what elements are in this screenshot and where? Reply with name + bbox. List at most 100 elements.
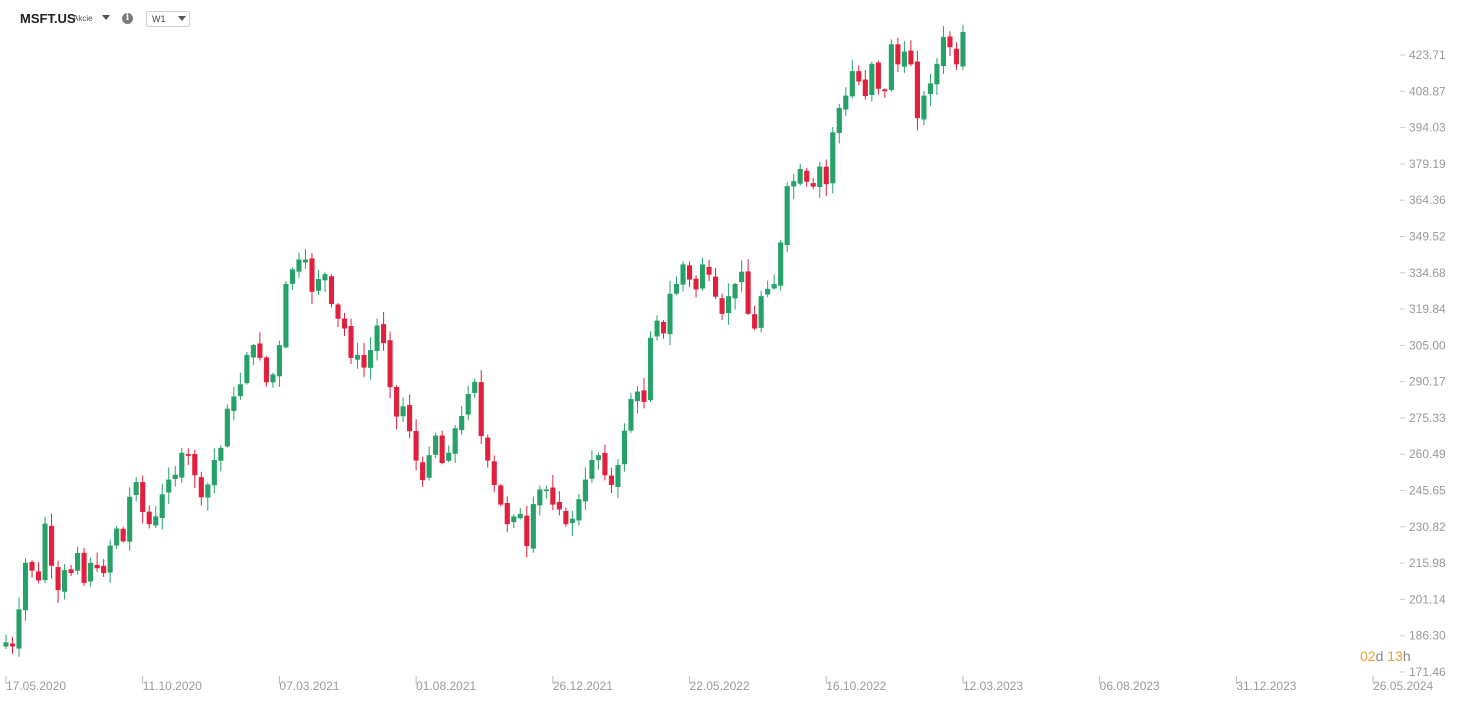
timeframe-value: W1 — [152, 14, 166, 24]
candle-body — [3, 642, 9, 647]
x-tick-label: 01.08.2021 — [416, 679, 476, 693]
candle-body — [504, 502, 510, 525]
y-tick-label: 394.03 — [1409, 121, 1446, 135]
candle-body — [276, 345, 282, 377]
x-tick-label: 17.05.2020 — [6, 679, 66, 693]
candle-body — [107, 545, 113, 573]
candle-body — [797, 169, 803, 184]
candle-body — [49, 525, 55, 566]
candle-body — [953, 48, 960, 65]
candle-body — [420, 462, 426, 481]
candle-body — [55, 567, 61, 591]
candle-body — [413, 430, 419, 461]
candle-body — [368, 350, 374, 368]
candle-body — [348, 326, 354, 358]
candle-body — [862, 79, 868, 97]
candle-body — [29, 562, 35, 571]
candle-body — [693, 278, 699, 290]
chevron-down-icon[interactable] — [102, 15, 110, 20]
candle-body — [660, 321, 667, 334]
y-tick-label: 260.49 — [1409, 447, 1446, 461]
countdown-hours-unit: h — [1402, 648, 1411, 664]
y-tick-label: 349.52 — [1409, 229, 1446, 243]
candle-body — [823, 166, 829, 185]
candle-body — [394, 386, 400, 417]
candle-body — [9, 643, 16, 647]
candle-body — [283, 283, 289, 348]
candle-body — [42, 523, 48, 581]
y-tick-label: 334.68 — [1409, 266, 1446, 280]
candle-body — [960, 32, 966, 67]
candle-body — [407, 405, 413, 432]
candle-body — [673, 283, 680, 294]
candle-body — [908, 50, 914, 65]
candle-body — [719, 298, 725, 314]
bar-countdown: 02d 13h — [1360, 648, 1411, 664]
candle-body — [465, 394, 471, 415]
candle-body — [263, 357, 269, 383]
candle-body — [654, 320, 660, 337]
timeframe-select[interactable]: W1 — [146, 11, 190, 27]
candle-body — [211, 460, 217, 486]
x-tick-label: 07.03.2021 — [279, 679, 339, 693]
candle-body — [198, 477, 204, 498]
x-tick-label: 12.03.2023 — [963, 679, 1023, 693]
candle-body — [16, 609, 22, 649]
candle-body — [745, 271, 751, 314]
chart-toolbar: MSFT.US Akcie i W1 — [0, 0, 1482, 36]
candle-body — [628, 398, 634, 431]
candle-body — [478, 382, 484, 437]
candle-body — [192, 454, 198, 476]
y-tick-label: 305.00 — [1409, 338, 1446, 352]
candle-body — [205, 484, 211, 498]
candle-body — [550, 487, 556, 505]
candle-body — [127, 496, 133, 542]
candle-body — [159, 494, 165, 518]
candle-body — [732, 283, 738, 299]
y-tick-label: 379.19 — [1409, 157, 1446, 171]
candle-body — [75, 553, 81, 571]
candle-body — [381, 324, 387, 344]
candle-body — [608, 475, 614, 486]
candle-body — [888, 44, 894, 91]
chevron-down-icon — [178, 16, 186, 21]
y-tick-label: 230.82 — [1409, 520, 1446, 534]
candle-body — [185, 454, 191, 456]
candle-body — [543, 489, 549, 492]
candle-body — [589, 460, 595, 479]
y-tick-label: 290.17 — [1409, 375, 1446, 389]
x-tick-label: 26.05.2024 — [1373, 679, 1433, 693]
y-tick-label: 364.36 — [1409, 193, 1446, 207]
candle-body — [101, 565, 107, 574]
candle-body — [771, 283, 777, 289]
candle-body — [556, 501, 562, 510]
candle-body — [517, 513, 523, 519]
candle-body — [146, 511, 152, 525]
symbol-label[interactable]: MSFT.US — [20, 11, 76, 26]
candle-body — [576, 499, 582, 521]
candle-body — [875, 62, 881, 89]
candle-body — [250, 345, 256, 358]
candle-body — [224, 408, 230, 447]
y-tick-label: 245.65 — [1409, 484, 1446, 498]
candle-body — [270, 374, 276, 383]
candle-body — [433, 435, 439, 455]
candle-body — [114, 528, 120, 546]
candle-body — [179, 452, 185, 478]
y-tick-label: 275.33 — [1409, 411, 1446, 425]
candle-body — [810, 183, 816, 187]
candle-body — [901, 51, 907, 67]
candle-body — [706, 266, 712, 275]
y-tick-label: 201.14 — [1409, 592, 1446, 606]
candle-body — [804, 170, 810, 182]
info-icon[interactable]: i — [122, 13, 133, 24]
candle-body — [81, 552, 87, 583]
x-tick-label: 06.08.2023 — [1100, 679, 1160, 693]
candle-body — [439, 435, 445, 464]
candle-body — [791, 181, 797, 187]
candle-body — [498, 485, 504, 505]
candle-body — [784, 186, 790, 246]
candle-body — [387, 340, 393, 388]
candle-body — [595, 455, 601, 461]
